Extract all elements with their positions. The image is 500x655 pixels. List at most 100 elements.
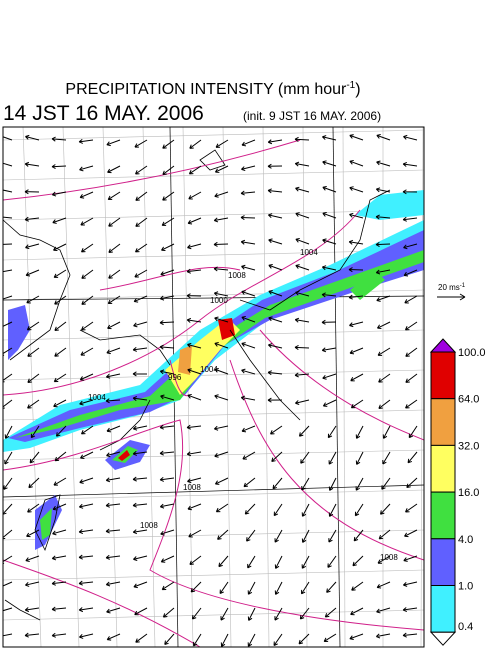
wind-arrow	[26, 529, 40, 538]
wind-arrow	[134, 243, 148, 253]
wind-arrow	[24, 216, 40, 222]
wind-arrow	[321, 265, 337, 271]
wind-arrow	[403, 134, 418, 141]
wind-arrow	[294, 161, 310, 167]
wind-arrow	[241, 290, 256, 297]
wind-arrow	[298, 425, 310, 437]
wind-arrow	[80, 217, 94, 226]
wind-arrow	[376, 581, 391, 589]
wind-arrow	[294, 317, 310, 323]
wind-arrow	[402, 607, 418, 613]
wind-arrow	[3, 373, 13, 383]
wind-arrow	[241, 368, 256, 375]
wind-arrow	[135, 191, 148, 201]
wind-arrow	[159, 476, 175, 482]
wind-arrow	[3, 399, 13, 409]
grid-line	[342, 127, 346, 647]
contour-label: 1008	[183, 483, 201, 492]
wind-arrow	[402, 161, 418, 167]
colorbar-segment	[430, 585, 456, 633]
wind-arrow	[267, 188, 283, 194]
wind-arrow	[328, 529, 337, 543]
wind-arrow	[80, 451, 94, 460]
wind-arrow	[53, 269, 67, 278]
wind-arrow	[324, 607, 337, 618]
wind-arrow	[188, 529, 202, 538]
wind-arrow	[186, 424, 202, 430]
wind-arrow	[402, 632, 418, 638]
wind-arrow	[132, 396, 148, 401]
wind-arrow	[376, 160, 391, 167]
wind-arrow	[240, 239, 256, 245]
wind-arrow	[301, 529, 310, 543]
wind-arrow	[215, 503, 229, 513]
grid-line	[3, 569, 424, 581]
wind-arrow	[295, 399, 310, 405]
wind-arrow	[375, 241, 391, 247]
wind-arrow	[247, 607, 256, 621]
wind-arrow	[79, 373, 94, 381]
wind-arrow	[53, 399, 67, 408]
wind-arrow	[53, 373, 67, 383]
wind-arrow	[25, 134, 40, 141]
wind-arrow	[105, 581, 121, 587]
wind-arrow	[187, 393, 202, 401]
wind-arrow	[187, 368, 202, 375]
wind-arrow	[213, 291, 229, 297]
grid-line	[102, 127, 118, 647]
wind-legend-arrow	[437, 293, 466, 301]
grid-line	[222, 127, 232, 647]
wind-arrow	[3, 503, 13, 515]
wind-arrow	[213, 241, 229, 247]
wind-arrow	[105, 528, 121, 534]
wind-arrow	[295, 264, 310, 271]
wind-arrow	[322, 185, 337, 193]
wind-arrow	[132, 451, 148, 456]
wind-arrow	[159, 320, 175, 326]
wind-arrow	[404, 529, 418, 538]
wind-arrow	[24, 189, 40, 195]
wind-arrow	[3, 162, 13, 167]
wind-arrow	[247, 555, 256, 569]
wind-arrow	[213, 266, 229, 272]
wind-arrow	[377, 347, 391, 356]
wind-arrow	[376, 134, 391, 141]
grid-line	[3, 489, 424, 501]
colorbar: 100.0 64.0 32.0 16.0 4.0 1.0 0.4	[429, 338, 486, 646]
wind-arrow	[242, 451, 256, 460]
wind-arrow	[24, 607, 40, 613]
colorbar-cap	[429, 338, 457, 353]
wind-arrow	[349, 134, 364, 141]
wind-arrow	[80, 243, 94, 253]
wind-arrow	[378, 373, 391, 383]
wind-arrow	[380, 503, 391, 515]
wind-arrow	[135, 633, 148, 643]
wind-arrow	[186, 268, 202, 274]
wind-arrow	[352, 555, 364, 567]
wind-arrow	[134, 139, 148, 148]
wind-arrow	[189, 555, 202, 565]
wind-arrow	[132, 425, 148, 431]
wind-arrow	[405, 399, 418, 409]
wind-arrow	[244, 503, 256, 515]
wind-arrow	[267, 139, 283, 145]
wind-arrow	[54, 321, 67, 331]
wind-arrow	[241, 264, 256, 271]
wind-arrow	[161, 581, 175, 591]
wind-arrow	[105, 502, 121, 508]
wind-arrow	[240, 395, 256, 401]
wind-arrow	[27, 373, 40, 383]
contour-label: 1004	[200, 365, 218, 374]
wind-arrow	[55, 425, 67, 437]
wind-arrow	[350, 607, 364, 616]
colorbar-segment	[430, 398, 456, 446]
wind-arrow	[132, 529, 148, 535]
wind-arrow	[241, 425, 256, 433]
wind-arrow	[321, 347, 337, 353]
title: PRECIPITATION INTENSITY (mm hour-1)	[65, 80, 360, 98]
wind-arrow	[29, 451, 40, 464]
wind-arrow	[54, 295, 67, 305]
wind-arrow	[80, 347, 94, 356]
wind-arrow	[3, 321, 13, 329]
wind-arrow	[274, 529, 283, 543]
